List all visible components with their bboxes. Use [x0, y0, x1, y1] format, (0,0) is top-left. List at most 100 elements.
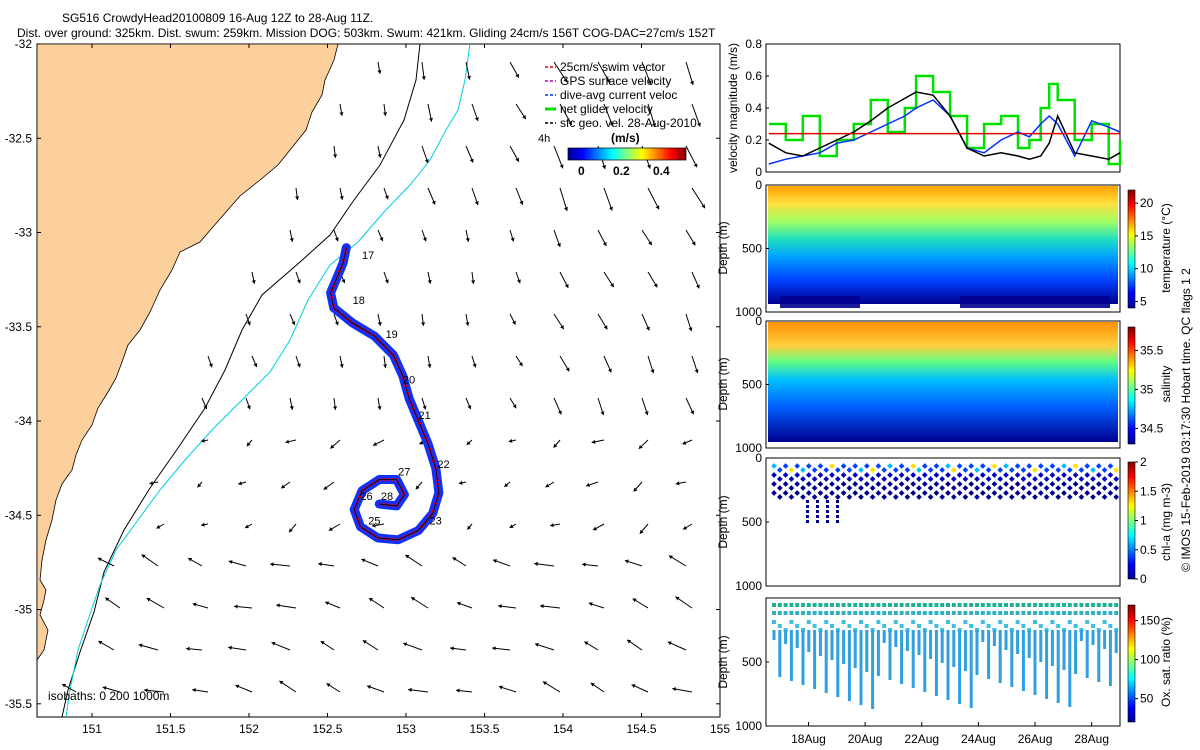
velocity-vector-head [647, 164, 651, 169]
oxygen-point [911, 620, 916, 624]
chla-point [921, 481, 928, 487]
velocity-vector-head [422, 237, 427, 242]
chla-cbar-tick-label: 0.5 [1140, 543, 1157, 557]
chla-point [806, 515, 809, 518]
salinity-ylabel: Depth (m) [716, 357, 730, 410]
chla-point [863, 472, 870, 478]
oxygen-point [882, 603, 887, 607]
velocity-series-line [768, 74, 1122, 166]
velocity-vector [553, 145, 564, 169]
chla-point [800, 494, 806, 500]
oxygen-point [998, 603, 1003, 607]
chla-point [776, 494, 783, 500]
colorbar-left-label: 4h [538, 133, 550, 145]
chla-point [887, 463, 893, 469]
chla-point [823, 467, 830, 473]
velocity-vector-head [515, 157, 519, 162]
oxygen-point [806, 603, 811, 607]
oxygen-point [928, 611, 933, 615]
chla-point [1090, 476, 1096, 482]
chla-cbar-label: chl-a (mg m-3) [1159, 483, 1173, 561]
chla-point [840, 481, 847, 487]
chla-point [840, 463, 847, 469]
chla-point [805, 463, 812, 469]
chla-panel: 0 500 1000 Depth (m) 0 0.5 1 1.5 2 chl-a (mg m… [716, 451, 1173, 593]
velocity-vector-head [325, 601, 330, 606]
temperature-cbar-tick-label: 5 [1140, 294, 1147, 308]
velocity-vector-head [421, 76, 426, 80]
oxygen-point [1009, 603, 1014, 607]
chla-point [904, 467, 911, 473]
velocity-vector-head [638, 444, 643, 449]
chla-point [881, 494, 888, 500]
chla-ytick-label: 500 [742, 515, 762, 529]
oxygen-point [1021, 624, 1026, 628]
oxygen-point [1033, 620, 1037, 624]
map-xtick-label: 152.5 [312, 722, 342, 736]
velocity-vector-head [550, 523, 554, 528]
chla-point [910, 490, 917, 496]
velocity-vector-head [201, 522, 205, 527]
oxygen-point [946, 603, 950, 607]
velocity-vector-head [633, 487, 638, 492]
velocity-vector-head [559, 164, 564, 169]
legend-dac: dive-avg current veloc [560, 88, 677, 102]
oxygen-point [789, 603, 794, 607]
velocity-vector-head [328, 527, 333, 531]
chla-point [962, 485, 969, 491]
chla-point [939, 494, 946, 500]
chla-point [816, 510, 819, 513]
chla-point [927, 476, 934, 482]
velocity-vector-head [246, 442, 251, 447]
velocity-vector-head [648, 241, 652, 246]
velocity-vector-head [228, 560, 233, 565]
chla-point [950, 494, 957, 500]
velocity-vector-head [428, 117, 433, 122]
velocity-vector-head [519, 200, 524, 205]
chla-point [916, 476, 922, 482]
land-coastline [37, 44, 339, 661]
oxygen-point [922, 611, 927, 615]
chla-point [921, 472, 928, 478]
chla-point [788, 485, 795, 491]
oxygen-point [1021, 611, 1026, 615]
chla-point [869, 494, 876, 500]
velocity-vector-head [326, 683, 331, 687]
chla-point [979, 490, 986, 496]
day-label: 26 [360, 491, 372, 503]
chart-title-line2: Dist. over ground: 325km. Dist. swum: 25… [17, 26, 716, 40]
velocity-vector-head [493, 559, 497, 563]
velocity-vector-head [606, 78, 610, 83]
velocity-vector-head [289, 237, 294, 242]
chla-point [788, 494, 795, 500]
chla-point [1008, 494, 1015, 500]
velocity-vector-head [588, 602, 593, 607]
velocity-vector-head [371, 523, 376, 528]
velocity-vector-head [208, 363, 213, 368]
velocity-vector-head [609, 122, 614, 127]
chla-point [985, 467, 992, 473]
chla-point [1095, 490, 1102, 496]
chla-point [1026, 472, 1033, 478]
chla-point [826, 505, 829, 508]
velocity-vector-head [600, 411, 605, 416]
oxygen-point [789, 620, 794, 624]
velocity-vector-head [610, 283, 614, 288]
oxygen-point [1079, 611, 1084, 615]
oxygen-point [1091, 603, 1095, 607]
chla-point [968, 463, 975, 469]
velocity-vector-head [271, 641, 276, 646]
velocity-vector [647, 187, 660, 210]
velocity-vector-head [627, 639, 632, 644]
oxygen-point [1056, 611, 1061, 615]
oxygen-point [1027, 603, 1032, 607]
temperature-ytick-label: 0 [755, 178, 762, 192]
chla-point [800, 467, 806, 473]
velocity-vector-head [369, 598, 374, 602]
oxygen-point [876, 620, 881, 624]
map-xtick-label: 151.5 [155, 722, 185, 736]
oxygen-point [1079, 603, 1084, 607]
time-tick-label: 20Aug [848, 732, 883, 746]
velocity-ytick-label: 0.4 [745, 101, 762, 115]
chla-colorbar-ticks: 0 0.5 1 1.5 2 [1135, 455, 1157, 586]
